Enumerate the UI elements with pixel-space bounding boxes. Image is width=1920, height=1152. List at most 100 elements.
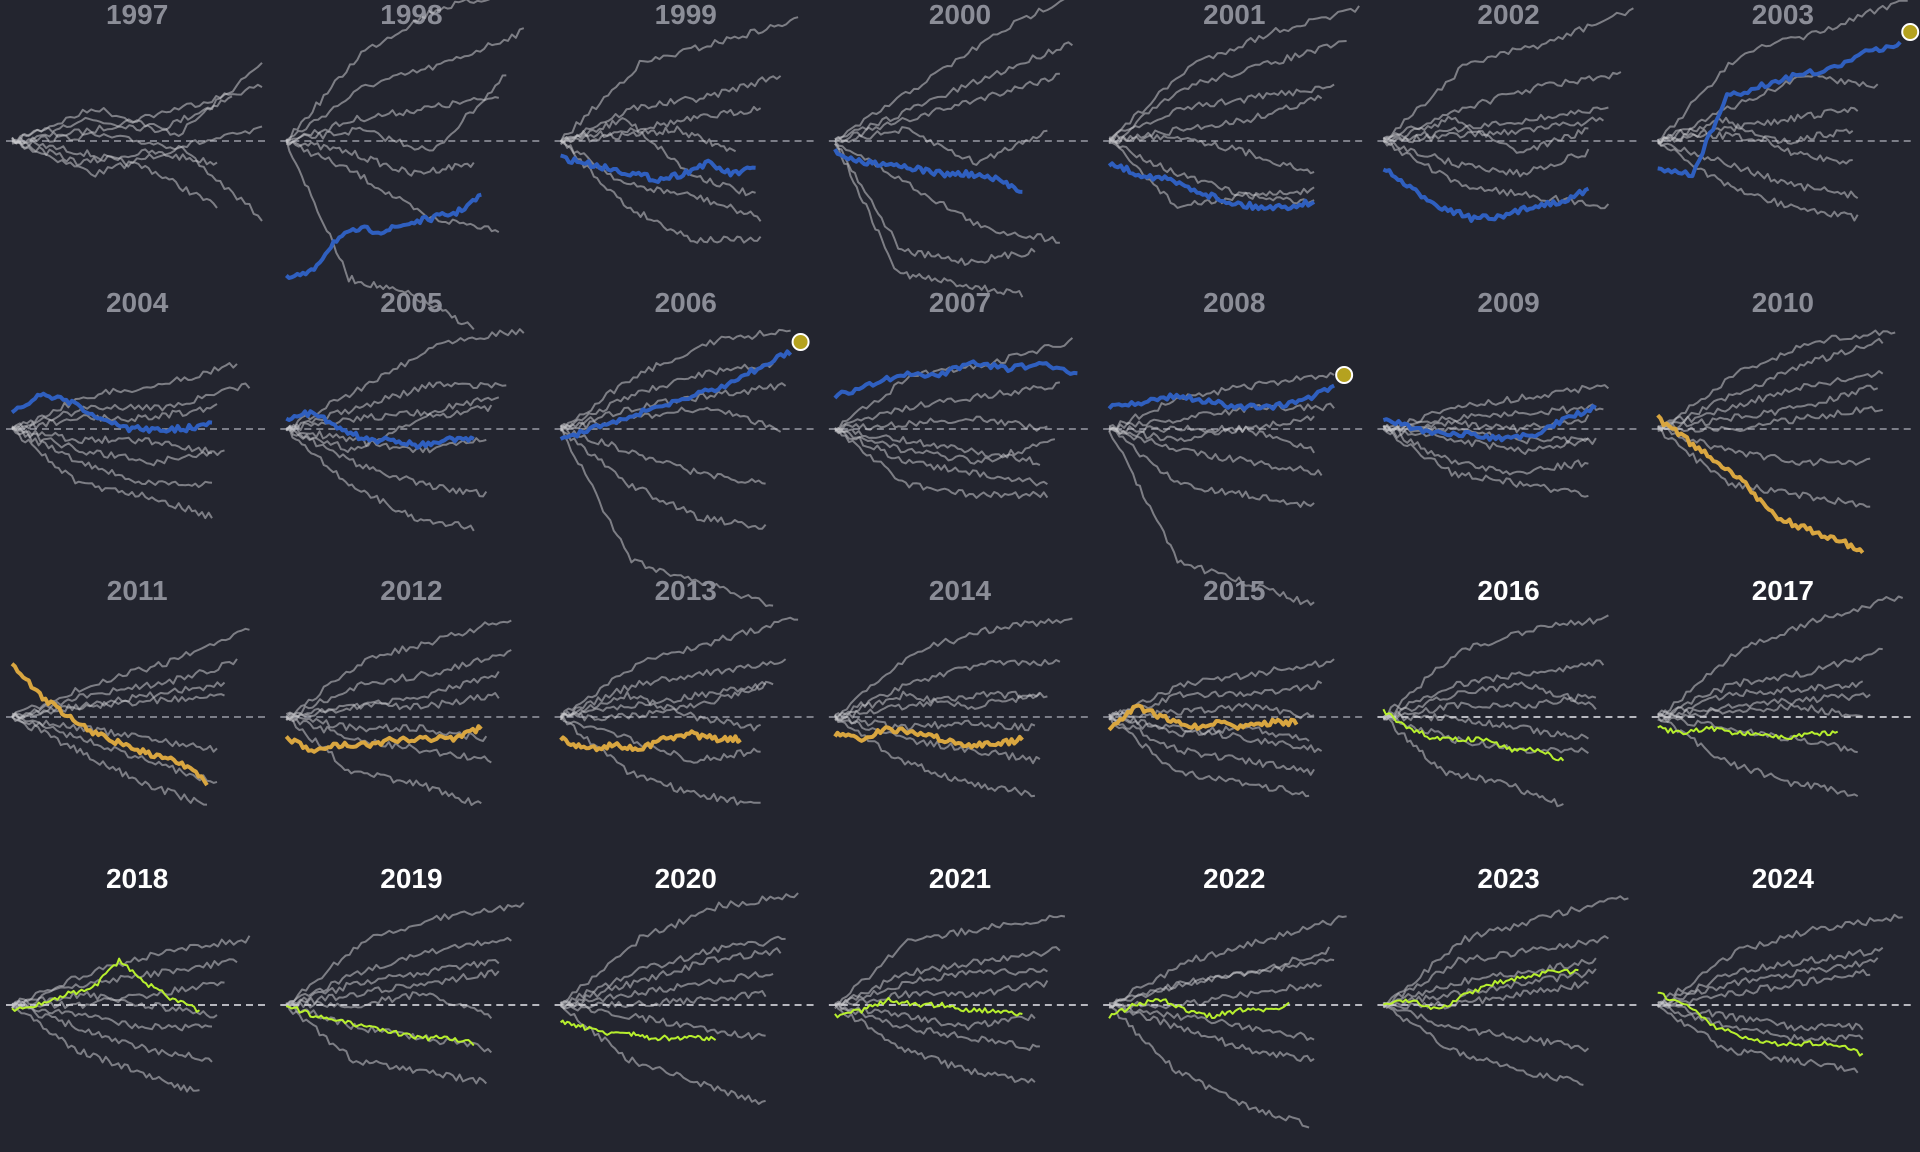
background-series-line [834,914,1066,1007]
panel-1998: 1998 [280,0,543,331]
background-series-line [1382,1003,1590,1053]
panel-title: 2000 [929,0,991,30]
background-series-line [11,426,213,489]
background-series-line [285,27,525,142]
background-series-line [286,74,507,152]
highlight-series-line [1107,703,1299,732]
panel-title: 2014 [929,575,992,606]
background-series-line [1109,718,1310,742]
highlight-series-line [559,729,742,753]
highlight-series-line [1107,161,1316,212]
background-series-line [1657,680,1864,717]
background-series-line [1109,982,1322,1010]
background-series-line [1108,680,1323,721]
background-series-line [1657,116,1853,165]
highlight-series-line [285,1004,475,1047]
highlight-series-line [833,148,1023,194]
background-series-line [285,140,500,233]
background-series-line [559,935,786,1008]
panel-2000: 2000 [828,0,1092,298]
background-series-line [1382,713,1589,740]
background-series-line [559,117,756,197]
background-series-line [286,1003,493,1054]
background-series-line [1382,428,1589,476]
background-series-line [1657,957,1879,1009]
background-series-line [285,427,475,532]
background-series-line [1108,716,1323,753]
background-series-line [11,693,225,720]
background-series-line [285,96,500,144]
background-series-line [285,714,488,742]
panel-title: 2017 [1752,575,1814,606]
background-series-line [1382,681,1597,718]
panel-title: 2018 [106,863,168,894]
background-series-line [1108,702,1315,720]
background-series-line [834,140,1060,244]
background-series-line [834,72,1060,144]
background-series-line [1657,703,1863,721]
background-series-line [834,967,1048,1006]
background-series-line [1657,106,1859,144]
background-series-line [1657,968,1871,1007]
background-series-line [1108,402,1335,433]
panel-title: 1998 [380,0,442,30]
background-series-line [1383,1005,1584,1086]
panel-2015: 2015 [1103,575,1366,798]
background-series-line [1108,713,1310,798]
background-series-line [1383,714,1589,754]
background-series-line [1108,5,1360,144]
panel-2018: 2018 [6,863,269,1093]
background-series-line [1383,968,1597,1007]
panel-title: 2022 [1203,863,1265,894]
background-series-line [1657,329,1896,431]
background-series-line [11,1002,200,1093]
background-series-line [11,125,263,151]
background-series-line [286,969,500,1007]
background-series-line [559,16,799,143]
background-series-line [834,659,1061,719]
background-series-line [834,1003,1036,1031]
background-series-line [11,95,233,144]
panel-2007: 2007 [828,287,1092,500]
panel-title: 2024 [1752,863,1815,894]
background-series-line [285,959,500,1007]
highlight-series-line [1657,991,1864,1057]
highlight-series-line [559,1019,717,1042]
highlight-series-line [833,725,1024,750]
background-series-line [285,425,487,454]
panel-title: 2020 [655,863,717,894]
background-series-line [560,1005,766,1040]
background-series-line [834,690,1048,722]
highlight-series-line [1382,708,1565,762]
background-series-line [285,716,482,806]
background-series-line [1657,425,1871,508]
background-series-line [834,1002,1040,1052]
background-series-line [1382,71,1622,144]
background-series-line [1657,1004,1859,1074]
background-series-line [834,427,1056,465]
panel-title: 2011 [107,575,168,606]
panel-2002: 2002 [1377,0,1640,223]
background-series-line [1108,958,1335,1008]
panel-title: 2016 [1477,575,1539,606]
background-series-line [285,426,488,498]
panel-title: 2009 [1477,287,1539,318]
background-series-line [560,125,737,153]
background-series-line [834,415,1048,432]
background-series-line [1656,140,1859,222]
background-series-line [559,616,799,719]
background-series-line [1657,370,1884,430]
background-series-line [1108,1004,1315,1062]
background-series-line [1382,137,1590,178]
panel-2010: 2010 [1651,287,1914,554]
highlight-series-line [1382,167,1590,223]
background-series-line [285,396,500,432]
background-series-line [559,427,767,530]
highlight-series-line [10,662,209,787]
background-series-line [1108,946,1330,1009]
background-series-line [1383,116,1604,144]
background-series-line [1108,713,1315,776]
background-series-line [11,140,263,222]
panel-2001: 2001 [1103,0,1366,212]
background-series-line [834,143,1036,266]
